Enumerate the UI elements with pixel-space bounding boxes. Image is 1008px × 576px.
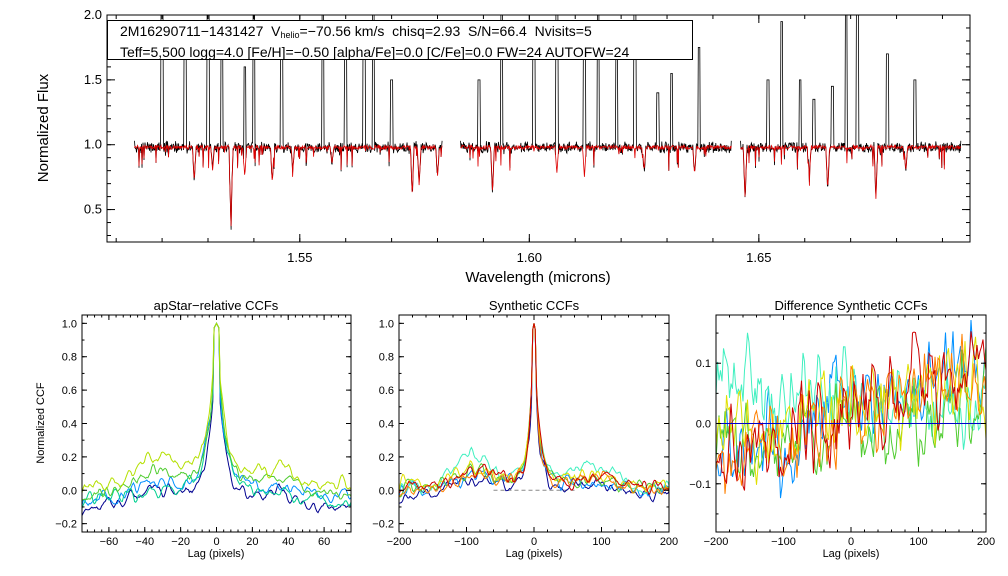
- ccf-series-line: [398, 323, 670, 504]
- x-tick-label: 0: [213, 536, 219, 548]
- x-tick-label: 0: [848, 536, 854, 548]
- spectrum-info-box: 2M16290711−1431427 Vhelio=−70.56 km/s ch…: [107, 20, 693, 60]
- ccf-series-line: [81, 322, 352, 507]
- y-tick-label: 1.0: [62, 318, 77, 330]
- observed-spectrum-line: [740, 14, 962, 198]
- y-tick-label: 0.2: [379, 452, 394, 464]
- spectrum-xlabel: Wavelength (microns): [465, 269, 610, 286]
- info-v-label: V: [271, 23, 281, 39]
- info-chisq: chisq=2.93: [392, 23, 461, 39]
- x-tick-label: −20: [171, 536, 190, 548]
- y-tick-label: 0.2: [62, 452, 77, 464]
- difference-ccf-title: Difference Synthetic CCFs: [775, 298, 928, 313]
- x-tick-label: 20: [246, 536, 258, 548]
- x-tick-label: 200: [660, 536, 678, 548]
- info-v-sub: helio: [280, 30, 300, 40]
- info-star-id: 2M16290711−1431427: [120, 23, 264, 39]
- spectrum-plot-frame: [106, 14, 971, 243]
- y-tick-label: 0.4: [62, 419, 77, 431]
- y-tick-label: 1.0: [84, 137, 102, 152]
- y-tick-label: 0.4: [379, 419, 394, 431]
- y-tick-label: 0.0: [696, 419, 711, 431]
- spectrum-panel: 1.55 1.60 1.65 0.5 1.0 1.5 2.0 Wavelength (mic…: [35, 7, 971, 286]
- x-tick-label: 100: [909, 536, 927, 548]
- synthetic-ccf-title: Synthetic CCFs: [489, 298, 580, 313]
- y-tick-label: −0.2: [372, 519, 394, 531]
- synthetic-spectrum-line: [740, 143, 962, 199]
- ccf-series-line: [81, 322, 352, 502]
- y-tick-label: 0.0: [379, 485, 394, 497]
- apstar-ccf-tick-group: −60 −40 −20 0 20 40 60 −0.2 0.0 0.2 0.4 0.6 0.8 1.0: [55, 315, 351, 548]
- ccf-series-line: [398, 323, 670, 496]
- apstar-ccf-ylabel: Normalized CCF: [35, 382, 47, 464]
- x-tick-label: 1.55: [287, 250, 312, 265]
- difference-ccf-series-line: [715, 333, 987, 494]
- x-tick-label: −100: [454, 536, 479, 548]
- ccf-series-line: [81, 322, 352, 509]
- x-tick-label: 40: [282, 536, 294, 548]
- apstar-ccf-panel: apStar−relative CCFs −60 −40 −20 0 20 40 60 −0.…: [35, 298, 352, 560]
- x-tick-label: −100: [771, 536, 796, 548]
- ccf-series-line: [398, 323, 670, 498]
- ccf-series-line: [398, 323, 670, 493]
- ccf-series-line: [81, 322, 352, 516]
- y-tick-label: 0.5: [84, 202, 102, 217]
- difference-ccf-xlabel: Lag (pixels): [823, 548, 880, 560]
- synthetic-ccf-xlabel: Lag (pixels): [506, 548, 563, 560]
- y-tick-label: −0.1: [689, 479, 711, 491]
- difference-ccf-panel: Difference Synthetic CCFs −200 −100 0 100 20…: [689, 298, 995, 560]
- info-snr: S/N=66.4: [468, 23, 527, 39]
- ccf-series-line: [398, 323, 670, 498]
- apstar-ccf-title: apStar−relative CCFs: [154, 298, 279, 313]
- y-tick-label: 0.6: [379, 385, 394, 397]
- info-line-1: 2M16290711−1431427 Vhelio=−70.56 km/s ch…: [120, 23, 692, 44]
- y-tick-label: 0.0: [62, 485, 77, 497]
- spectrum-tick-group: 1.55 1.60 1.65 0.5 1.0 1.5 2.0: [84, 7, 970, 265]
- x-tick-label: −200: [387, 536, 412, 548]
- info-v-value: =−70.56 km/s: [299, 23, 385, 39]
- y-tick-label: 1.5: [84, 72, 102, 87]
- synthetic-ccf-plot-frame: [398, 314, 670, 533]
- spectrum-ylabel: Normalized Flux: [35, 73, 52, 182]
- x-tick-label: −60: [100, 536, 119, 548]
- synthetic-ccf-tick-group: −200 −100 0 100 200 −0.2 0.0 0.2 0.4 0.6 0.8 1.0: [372, 315, 678, 548]
- y-tick-label: 0.6: [62, 385, 77, 397]
- synthetic-spectrum-line: [134, 143, 443, 227]
- ccf-series-line: [398, 323, 670, 495]
- info-line-2: Teff=5,500 logg=4.0 [Fe/H]=−0.50 [alpha/…: [120, 44, 630, 60]
- synthetic-ccf-series-group: [398, 323, 670, 504]
- y-tick-label: 1.0: [379, 318, 394, 330]
- difference-ccf-series-group: [715, 319, 987, 499]
- synthetic-spectrum-line: [460, 144, 732, 191]
- apstar-ccf-series-group: [81, 322, 352, 516]
- ccf-series-line: [398, 323, 670, 498]
- y-tick-label: 0.8: [379, 352, 394, 364]
- info-nvisits: Nvisits=5: [534, 23, 592, 39]
- apstar-ccf-xlabel: Lag (pixels): [188, 548, 245, 560]
- x-tick-label: 1.65: [746, 250, 771, 265]
- x-tick-label: −40: [135, 536, 154, 548]
- difference-ccf-series-line: [715, 331, 987, 491]
- y-tick-label: −0.2: [55, 519, 77, 531]
- x-tick-label: 200: [977, 536, 995, 548]
- y-tick-label: 0.8: [62, 352, 77, 364]
- synthetic-ccf-panel: Synthetic CCFs −200 −100 0 100 200 −0.2 0.0 0.2…: [372, 298, 678, 560]
- x-tick-label: 100: [592, 536, 610, 548]
- spectrum-series-group: [134, 14, 962, 230]
- y-tick-label: 2.0: [84, 7, 102, 22]
- x-tick-label: 0: [531, 536, 537, 548]
- y-tick-label: 0.1: [696, 358, 711, 370]
- x-tick-label: 60: [318, 536, 330, 548]
- difference-ccf-tick-group: −200 −100 0 100 200 −0.1 0.0 0.1: [689, 315, 995, 548]
- x-tick-label: 1.60: [517, 250, 542, 265]
- ccf-series-line: [81, 322, 352, 494]
- x-tick-label: −200: [704, 536, 729, 548]
